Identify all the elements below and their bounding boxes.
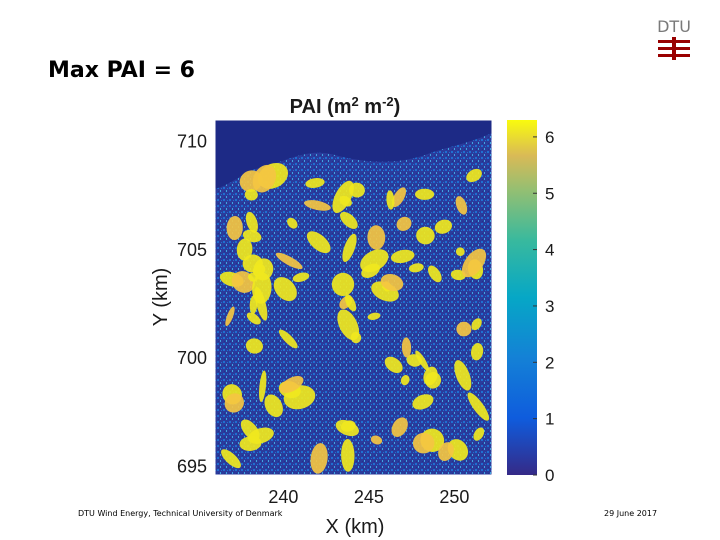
high-pai-patch [415, 188, 435, 200]
dtu-logo-text: DTU [657, 17, 691, 36]
high-pai-patch [244, 189, 258, 201]
colorbar-tick-label: 0 [545, 466, 554, 485]
high-pai-patch [245, 338, 263, 354]
high-pai-patch [278, 329, 298, 349]
high-pai-patch [416, 226, 435, 245]
high-pai-patch [408, 263, 424, 273]
high-pai-patch [253, 258, 274, 281]
y-tick-label: 700 [177, 348, 207, 368]
high-pai-patch [287, 217, 298, 229]
high-pai-patch [331, 272, 355, 296]
high-pai-patch [473, 427, 485, 441]
high-pai-patch [370, 435, 383, 445]
colorbar-tick-label: 6 [545, 128, 554, 147]
plot-frame [214, 119, 493, 476]
dtu-logo: DTU [657, 17, 691, 60]
high-pai-patch [360, 249, 389, 273]
high-pai-patch [247, 427, 274, 444]
high-pai-patch [337, 309, 360, 341]
high-pai-patch [252, 164, 277, 193]
logo-stripes [658, 37, 690, 60]
y-tick-label: 695 [177, 456, 207, 476]
y-tick-label: 705 [177, 240, 207, 260]
high-pai-patch [456, 321, 472, 337]
high-pai-patch [342, 233, 357, 263]
high-pai-patch [245, 211, 258, 233]
heatmap [215, 120, 492, 475]
high-pai-patches [219, 162, 490, 474]
high-pai-patch [447, 439, 469, 461]
water-band [215, 120, 492, 189]
high-pai-patch [332, 180, 354, 213]
high-pai-patch [390, 249, 415, 264]
high-pai-patch [471, 318, 482, 331]
high-pai-patch [461, 248, 487, 278]
high-pai-patch [273, 277, 297, 302]
high-pai-patch [401, 337, 412, 358]
colorbar-tick-label: 2 [545, 353, 554, 372]
high-pai-patch [236, 238, 253, 261]
high-pai-patch [304, 200, 331, 211]
high-pai-patch [438, 442, 454, 461]
high-pai-patch [292, 272, 310, 283]
high-pai-patch [434, 219, 452, 234]
footer-date: 29 June 2017 [604, 509, 658, 518]
high-pai-patch [455, 247, 465, 257]
high-pai-patch [386, 190, 395, 210]
high-pai-patch [367, 312, 381, 320]
high-pai-patch [391, 417, 408, 437]
high-pai-patch [279, 375, 304, 394]
high-pai-patch [396, 216, 412, 231]
y-tick-label: 710 [177, 132, 207, 152]
colorbar [507, 120, 537, 475]
high-pai-patch [454, 360, 472, 391]
high-pai-patch [259, 370, 267, 403]
high-pai-patch [224, 393, 244, 413]
high-pai-patch [340, 420, 356, 432]
high-pai-patch [341, 439, 355, 472]
high-pai-patch [226, 216, 243, 240]
high-pai-patch [221, 449, 241, 469]
x-tick-label: 250 [439, 487, 469, 507]
high-pai-patch [406, 354, 423, 367]
high-pai-patch [450, 269, 466, 281]
high-pai-patch [412, 432, 435, 454]
axes: 240 245 250 695 700 705 710 0 1 2 3 4 5 6 [177, 128, 555, 507]
high-pai-patch [428, 265, 442, 283]
high-pai-patch [225, 306, 235, 327]
high-pai-patch [246, 312, 261, 325]
high-pai-patch [275, 252, 303, 270]
colorbar-tick-label: 1 [545, 410, 554, 429]
high-pai-patch [471, 343, 484, 361]
colorbar-tick-label: 4 [545, 241, 554, 260]
colorbar-tick-label: 3 [545, 297, 554, 316]
high-pai-patch [310, 443, 328, 474]
high-pai-patch [423, 366, 438, 386]
slide-title: Max PAI = 6 [48, 58, 195, 83]
high-pai-patch [467, 392, 490, 421]
x-tick-label: 240 [268, 487, 298, 507]
y-axis-label: Y (km) [150, 268, 172, 327]
high-pai-patch [455, 196, 468, 215]
high-pai-patch [391, 187, 407, 208]
high-pai-patch [466, 168, 482, 183]
high-pai-patch [305, 178, 325, 188]
high-pai-patch [384, 356, 403, 374]
footer-institution: DTU Wind Energy, Technical University of… [78, 509, 283, 518]
high-pai-patch [340, 211, 358, 229]
colorbar-tick-label: 5 [545, 184, 554, 203]
high-pai-patch [367, 225, 386, 250]
high-pai-patch [344, 294, 357, 312]
chart-title: PAI (m2 m-2) [290, 94, 401, 119]
high-pai-patch [306, 231, 331, 254]
high-pai-patch [249, 295, 258, 314]
pai-figure: PAI (m2 m-2) 240 245 250 695 700 705 710 0 1 2 3 4 5… [145, 85, 555, 540]
x-tick-label: 245 [354, 487, 384, 507]
high-pai-patch [264, 394, 283, 418]
high-pai-patch [400, 375, 410, 386]
high-pai-patch [412, 394, 434, 410]
x-axis-label: X (km) [326, 516, 385, 538]
high-pai-patch [380, 273, 404, 292]
